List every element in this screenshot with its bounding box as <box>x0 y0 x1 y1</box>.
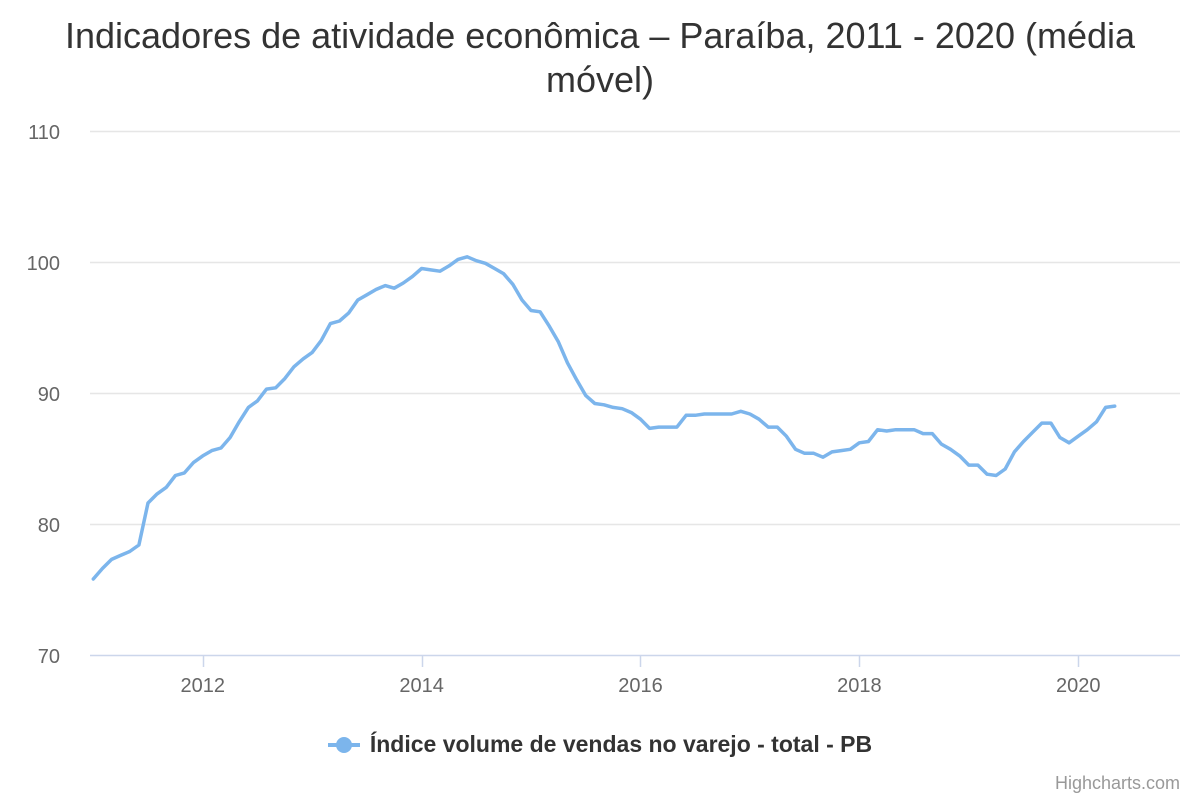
grid-lines <box>90 130 1180 526</box>
series-layer <box>91 255 1117 581</box>
legend[interactable]: Índice volume de vendas no varejo - tota… <box>0 731 1200 758</box>
chart-title: Indicadores de atividade econômica – Par… <box>64 15 1135 100</box>
x-axis <box>90 654 1180 667</box>
x-tick-label: 2016 <box>618 675 663 697</box>
y-axis-labels: 70 80 90 100 110 <box>27 122 60 668</box>
y-tick-label: 90 <box>38 384 60 406</box>
x-tick-label: 2020 <box>1056 675 1101 697</box>
legend-series-marker-icon <box>327 734 360 756</box>
y-tick-label: 70 <box>38 646 60 668</box>
legend-series-label: Índice volume de vendas no varejo - tota… <box>369 731 873 757</box>
x-axis-labels: 2012 2014 2016 2018 2020 <box>180 675 1100 697</box>
x-tick-label: 2018 <box>837 675 882 697</box>
series-line[interactable] <box>91 255 1117 581</box>
x-tick-label: 2014 <box>399 675 444 697</box>
credits-link[interactable]: Highcharts.com <box>1054 773 1180 793</box>
y-tick-label: 80 <box>38 515 60 537</box>
y-tick-label: 110 <box>28 122 60 144</box>
y-tick-label: 100 <box>27 253 60 275</box>
x-tick-label: 2012 <box>180 675 225 697</box>
